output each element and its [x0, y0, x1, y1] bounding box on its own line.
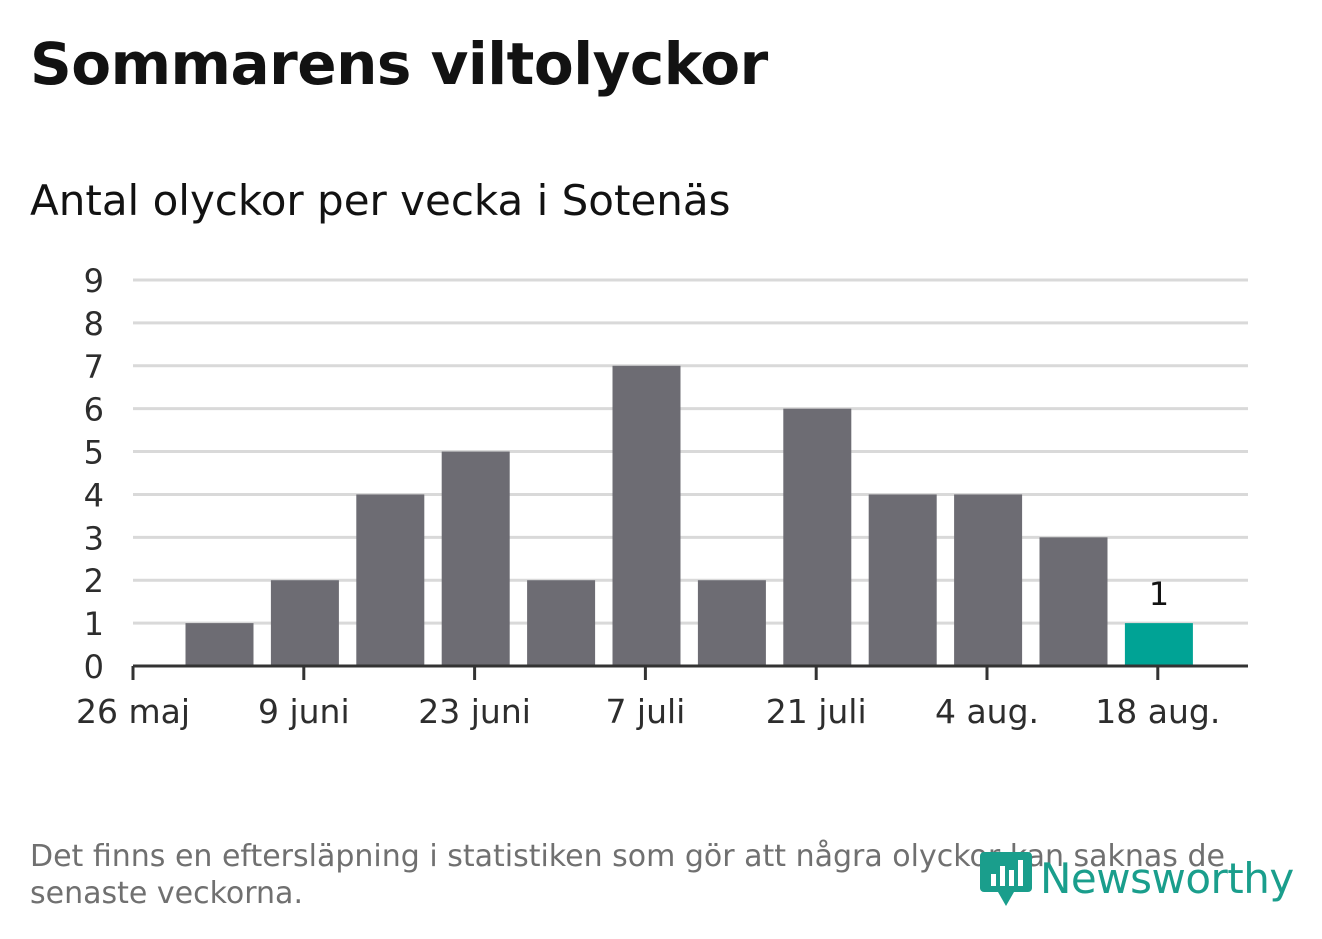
x-tick-label: 4 aug.	[935, 692, 1039, 731]
x-tick-label: 23 juni	[418, 692, 531, 731]
bar-2019-06-16	[356, 494, 425, 666]
bars	[185, 365, 1193, 666]
bar-2019-07-28	[868, 494, 937, 666]
bar-2019-07-21	[783, 408, 852, 666]
x-tick-label: 7 juli	[605, 692, 685, 731]
bar-2019-06-30	[527, 580, 596, 666]
y-tick-label: 1	[84, 605, 104, 643]
bar-chart: 0 1 2 3 4 5 6 7 8 9 1 26 maj 9 juni 23 juni 7 juli 21…	[76, 262, 1248, 731]
data-labels: 1	[1149, 575, 1169, 613]
data-label: 1	[1149, 575, 1169, 613]
y-tick-label: 6	[84, 391, 104, 429]
y-tick-label: 3	[84, 519, 104, 557]
bar-2019-06-02	[185, 623, 254, 666]
y-tick-label: 7	[84, 348, 104, 386]
y-tick-label: 9	[84, 262, 104, 300]
x-tick-label: 9 juni	[258, 692, 350, 731]
bar-2019-08-11	[1039, 537, 1108, 666]
x-tick-label: 21 juli	[766, 692, 867, 731]
newsworthy-logo: Newsworthy	[980, 846, 1294, 910]
x-tick-label: 26 maj	[76, 692, 190, 731]
x-axis: 26 maj 9 juni 23 juni 7 juli 21 juli 4 aug. 18…	[76, 664, 1248, 731]
logo-text: Newsworthy	[1040, 853, 1294, 903]
chart-subtitle: Antal olyckor per vecka i Sotenäs	[30, 176, 731, 225]
bar-chart-badge-icon	[980, 852, 1032, 906]
gridlines	[133, 278, 1248, 625]
chart-title: Sommarens viltolyckor	[30, 30, 768, 98]
bar-2019-07-07	[612, 365, 681, 666]
y-tick-label: 8	[84, 305, 104, 343]
bar-2019-08-18	[1124, 623, 1193, 666]
bar-2019-08-04	[954, 494, 1023, 666]
y-tick-label: 5	[84, 434, 104, 472]
bar-2019-06-23	[441, 451, 510, 666]
y-tick-label: 4	[84, 476, 104, 514]
y-tick-label: 2	[84, 562, 104, 600]
x-tick-label: 18 aug.	[1095, 692, 1220, 731]
y-tick-label: 0	[84, 648, 104, 686]
y-axis-labels: 0 1 2 3 4 5 6 7 8 9	[84, 262, 104, 686]
bar-2019-06-09	[270, 580, 339, 666]
bar-2019-07-14	[697, 580, 766, 666]
